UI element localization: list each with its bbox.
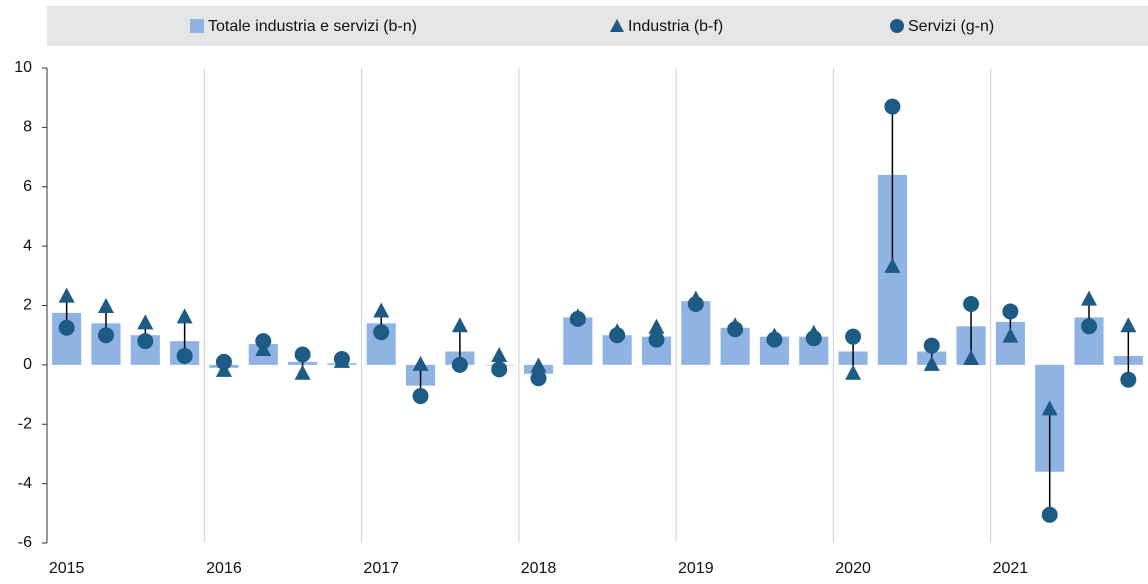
- legend-swatch: [890, 19, 904, 33]
- triangle-marker: [451, 317, 468, 333]
- triangle-marker: [176, 308, 193, 324]
- triangle-marker: [884, 257, 901, 273]
- circle-marker: [451, 356, 468, 373]
- x-tick-label: 2018: [521, 560, 557, 577]
- circle-marker: [687, 296, 704, 313]
- triangle-marker: [530, 357, 547, 373]
- circle-marker: [215, 353, 232, 370]
- triangle-marker: [58, 287, 75, 303]
- y-tick-label: 8: [23, 119, 32, 136]
- triangle-marker: [1081, 290, 1098, 306]
- y-tick-label: -2: [18, 415, 32, 432]
- legend-swatch: [610, 19, 624, 32]
- circle-marker: [491, 361, 508, 378]
- triangle-marker: [137, 314, 154, 330]
- circle-marker: [609, 327, 626, 344]
- circle-marker: [1041, 506, 1058, 523]
- circle-marker: [1120, 371, 1137, 388]
- triangle-marker: [373, 302, 390, 318]
- legend-background: [47, 6, 1148, 46]
- y-tick-label: -6: [18, 534, 32, 551]
- circle-marker: [1081, 318, 1098, 335]
- legend-label: Servizi (g-n): [908, 18, 994, 35]
- circle-marker: [58, 319, 75, 336]
- triangle-marker: [963, 349, 980, 365]
- triangle-marker: [648, 318, 665, 334]
- y-tick-label: -4: [18, 475, 32, 492]
- circle-marker: [97, 327, 114, 344]
- circle-marker: [569, 310, 586, 327]
- y-tick-label: 6: [23, 178, 32, 195]
- triangle-marker: [845, 364, 862, 380]
- x-tick-label: 2020: [835, 560, 871, 577]
- circle-marker: [845, 328, 862, 345]
- circle-marker: [530, 370, 547, 387]
- y-tick-label: 4: [23, 237, 32, 254]
- triangle-marker: [1041, 400, 1058, 416]
- x-tick-label: 2015: [49, 560, 85, 577]
- y-tick-label: 2: [23, 297, 32, 314]
- circle-marker: [805, 330, 822, 347]
- circle-marker: [923, 337, 940, 354]
- triangle-marker: [1002, 327, 1019, 343]
- circle-marker: [137, 333, 154, 350]
- circle-marker: [333, 350, 350, 367]
- circle-marker: [727, 321, 744, 338]
- y-tick-label: 10: [14, 59, 32, 76]
- triangle-marker: [97, 297, 114, 313]
- circle-marker: [294, 346, 311, 363]
- circle-marker: [648, 331, 665, 348]
- triangle-marker: [491, 346, 508, 362]
- circle-marker: [884, 98, 901, 115]
- x-tick-label: 2016: [206, 560, 242, 577]
- circle-marker: [412, 388, 429, 405]
- y-tick-label: 0: [23, 356, 32, 373]
- circle-marker: [1002, 303, 1019, 320]
- circle-marker: [766, 331, 783, 348]
- triangle-marker: [412, 355, 429, 371]
- x-tick-label: 2017: [363, 560, 399, 577]
- circle-marker: [176, 347, 193, 364]
- triangle-marker: [1120, 317, 1137, 333]
- circle-marker: [255, 333, 272, 350]
- x-tick-label: 2019: [678, 560, 714, 577]
- legend-swatch: [190, 19, 204, 33]
- circle-marker: [963, 296, 980, 313]
- x-tick-label: 2021: [993, 560, 1029, 577]
- triangle-marker: [294, 364, 311, 380]
- legend-label: Industria (b-f): [628, 18, 723, 35]
- legend-label: Totale industria e servizi (b-n): [208, 18, 417, 35]
- triangle-marker: [923, 355, 940, 371]
- circle-marker: [373, 324, 390, 341]
